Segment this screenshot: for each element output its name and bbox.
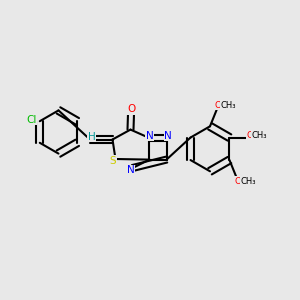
Text: CH₃: CH₃ (220, 101, 236, 110)
Text: H: H (88, 131, 95, 142)
Text: S: S (110, 155, 116, 166)
Text: CH₃: CH₃ (252, 131, 267, 140)
Text: N: N (146, 130, 153, 141)
Text: CH₃: CH₃ (240, 176, 256, 185)
Text: O: O (234, 176, 242, 185)
Text: Cl: Cl (26, 115, 37, 125)
Text: O: O (246, 131, 253, 140)
Text: O: O (127, 104, 135, 115)
Text: N: N (127, 165, 135, 176)
Text: O: O (215, 101, 222, 110)
Text: N: N (164, 130, 172, 141)
